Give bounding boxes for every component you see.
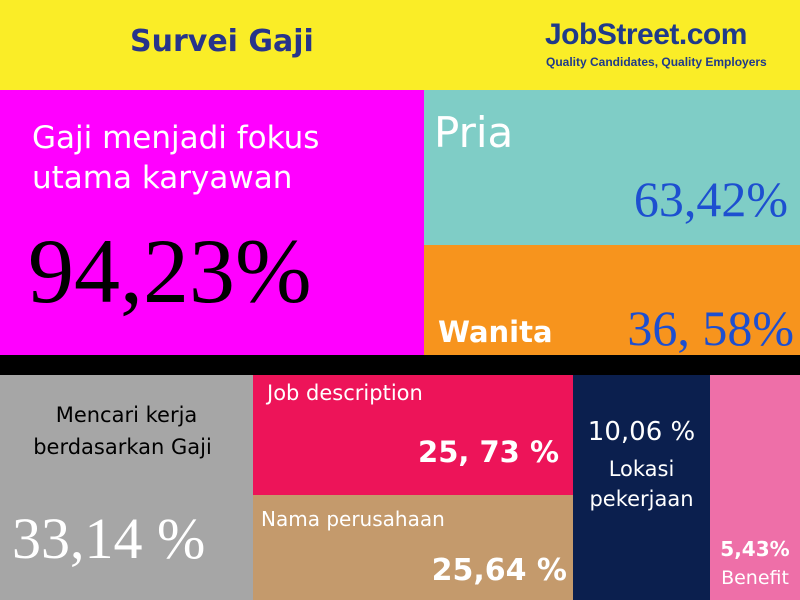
male-block: Pria 63,42% (424, 90, 800, 245)
focus-line: utama karyawan (32, 160, 293, 196)
male-value: 63,42% (633, 171, 788, 227)
company-value: 25,64 % (431, 553, 567, 588)
logo-tagline: Quality Candidates, Quality Employers (546, 55, 767, 69)
company-label: Nama perusahaan (261, 507, 445, 531)
header: Survei Gaji JobStreet.com Quality Candid… (0, 0, 800, 90)
female-value: 36, 58% (627, 300, 794, 355)
location-line: pekerjaan (589, 487, 694, 511)
search-block: Mencari kerja berdasarkan Gaji 33,14 % (0, 375, 253, 600)
company-block: Nama perusahaan 25,64 % (253, 495, 573, 600)
female-label: Wanita (438, 315, 553, 349)
focus-block: Gaji menjadi fokus utama karyawan 94,23% (0, 90, 424, 355)
female-block: Wanita 36, 58% (424, 245, 800, 355)
search-line: Mencari kerja (55, 403, 198, 427)
benefit-block: 5,43% Benefit (710, 375, 800, 600)
search-line: berdasarkan Gaji (33, 435, 212, 459)
job-block: Job description 25, 73 % (253, 375, 573, 495)
benefit-value: 5,43% (720, 537, 790, 561)
location-block: 10,06 % Lokasi pekerjaan (573, 375, 710, 600)
job-label: Job description (267, 381, 423, 405)
job-value: 25, 73 % (418, 435, 559, 469)
male-label: Pria (434, 108, 514, 157)
benefit-label: Benefit (721, 567, 789, 589)
location-line: Lokasi (608, 457, 675, 481)
focus-value: 94,23% (28, 220, 312, 322)
focus-line: Gaji menjadi fokus (32, 120, 320, 156)
title: Survei Gaji (130, 24, 314, 59)
search-value: 33,14 % (12, 506, 206, 571)
logo: JobStreet.com (545, 18, 747, 51)
location-value: 10,06 % (587, 417, 696, 447)
